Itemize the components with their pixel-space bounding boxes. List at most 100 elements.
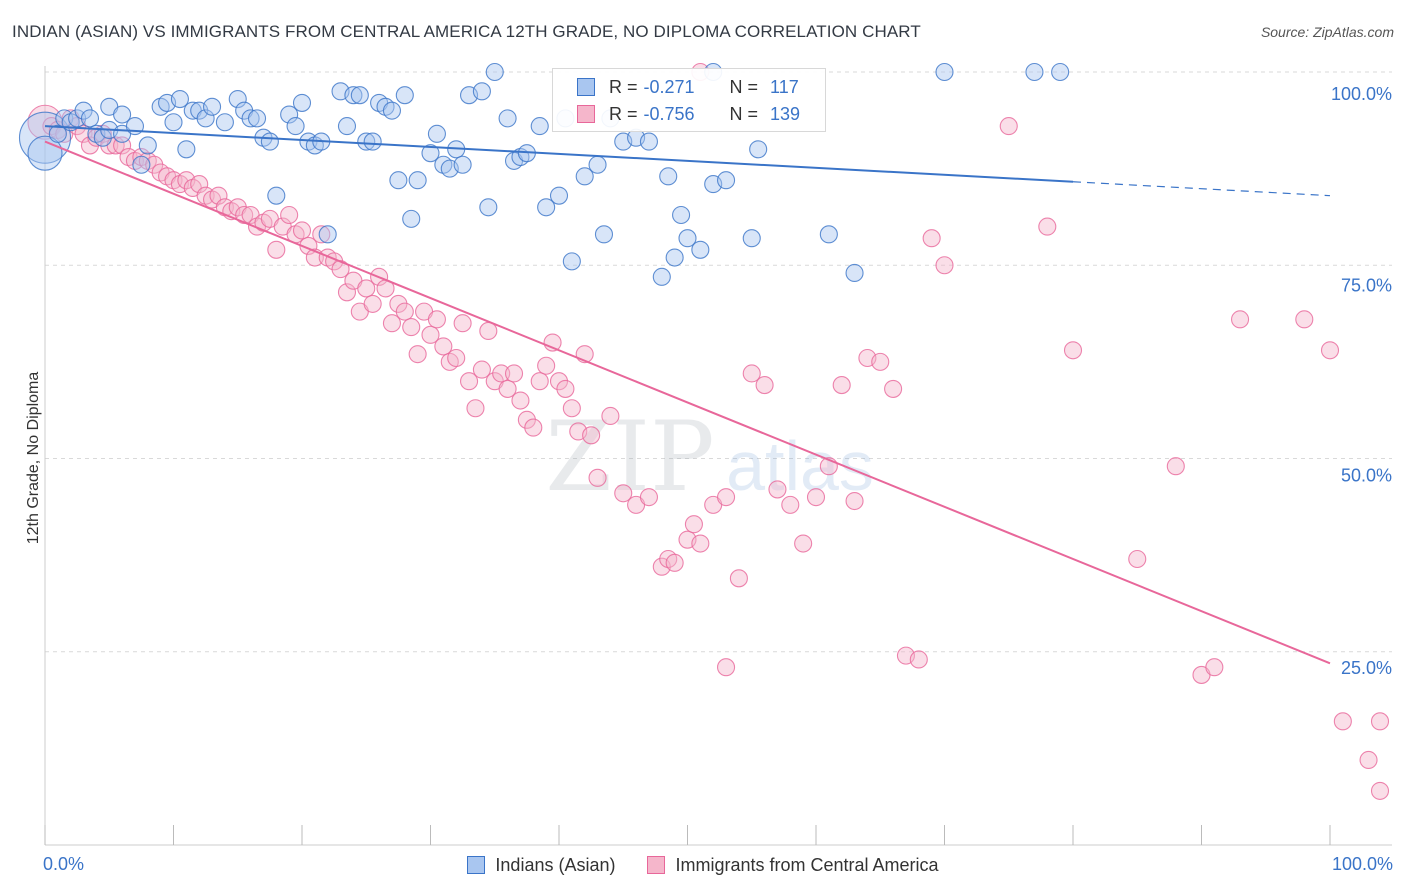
point-immigrants [845,491,864,511]
point-immigrants [395,302,414,321]
point-immigrants [1205,658,1224,677]
point-indians [48,124,67,143]
point-indians [498,109,517,128]
point-indians [639,132,659,151]
point-immigrants [729,569,748,588]
point-immigrants [504,364,524,383]
point-indians [1025,62,1044,82]
point-indians [292,93,312,112]
point-immigrants [768,480,787,499]
point-indians [594,225,614,244]
legend-row-immigrants: R = -0.756 N = 139 [577,101,800,127]
point-immigrants [999,117,1018,136]
point-indians [479,198,498,217]
point-immigrants [1295,310,1314,329]
point-immigrants [614,484,633,503]
legend-label-immigrants: Immigrants from Central America [675,854,939,875]
point-indians [177,140,196,159]
point-indians [472,82,491,101]
point-immigrants [562,399,581,418]
point-indians [1051,62,1070,82]
point-immigrants [511,391,530,410]
point-immigrants [408,345,427,364]
point-immigrants [716,488,736,507]
point-immigrants [492,364,511,383]
point-immigrants [382,314,402,333]
legend-r-value: -0.756 [643,103,695,124]
point-immigrants [742,364,761,383]
point-indians [164,113,183,132]
point-immigrants [909,650,928,669]
point-indians [382,101,402,120]
point-indians [228,90,247,109]
point-immigrants [1166,457,1185,476]
point-immigrants [1320,341,1340,360]
point-immigrants [402,318,421,337]
point-immigrants [684,515,703,534]
point-immigrants [363,294,382,313]
point-immigrants [639,488,659,507]
point-indians [408,171,427,190]
point-immigrants [427,310,446,329]
legend-item-immigrants[interactable]: Immigrants from Central America [647,854,939,876]
point-immigrants [665,553,684,572]
point-indians [113,105,132,124]
point-indians [138,136,157,155]
point-immigrants [524,418,543,437]
trend-line-indians-extension [1072,181,1331,197]
legend-r-label: R = [609,103,638,124]
point-indians [453,155,472,174]
point-indians [203,97,222,116]
chart-title: INDIAN (ASIAN) VS IMMIGRANTS FROM CENTRA… [12,22,921,41]
point-indians [132,155,151,174]
point-immigrants [472,360,491,379]
series-immigrants-central-america [27,62,1390,800]
point-immigrants [556,379,575,398]
point-immigrants [1038,217,1057,236]
point-immigrants [922,229,941,248]
point-immigrants [530,372,549,391]
point-indians [691,240,710,259]
point-indians [537,198,556,217]
point-indians [344,86,363,105]
point-indians [170,90,189,109]
point-indians [716,171,736,190]
point-immigrants [755,376,774,395]
point-indians [652,267,671,286]
point-immigrants [935,256,954,275]
point-indians [196,109,215,128]
point-immigrants [190,175,209,194]
point-immigrants [794,534,813,553]
point-immigrants [582,426,601,445]
point-indians [337,117,357,136]
trend-line-immigrants [44,140,1331,665]
point-indians [350,86,369,105]
point-immigrants [1128,549,1147,569]
point-indians [845,263,864,283]
point-immigrants [312,225,331,244]
point-indians [389,171,408,190]
watermark-atlas: atlas [726,427,874,505]
point-immigrants [691,534,710,553]
axes [44,66,1392,846]
grid-lines [45,71,1392,653]
point-indians [363,132,382,151]
watermark: ZIP atlas [545,401,874,513]
point-indians [819,225,838,244]
point-immigrants [209,186,228,205]
y-tick-label: 75.0% [1341,275,1392,295]
point-immigrants [1370,712,1390,731]
point-indians [421,144,440,163]
watermark-zip: ZIP [545,401,714,513]
legend-r-label: R = [609,76,638,97]
legend-n-label: N = [729,103,759,124]
point-immigrants [537,356,556,375]
point-immigrants [337,283,357,302]
trend-lines [44,125,1331,665]
point-immigrants [459,372,479,391]
point-immigrants [806,488,826,507]
point-immigrants [781,495,800,514]
point-indians [665,248,684,267]
point-immigrants [1063,341,1083,360]
legend-item-indians[interactable]: Indians (Asian) [467,855,615,876]
